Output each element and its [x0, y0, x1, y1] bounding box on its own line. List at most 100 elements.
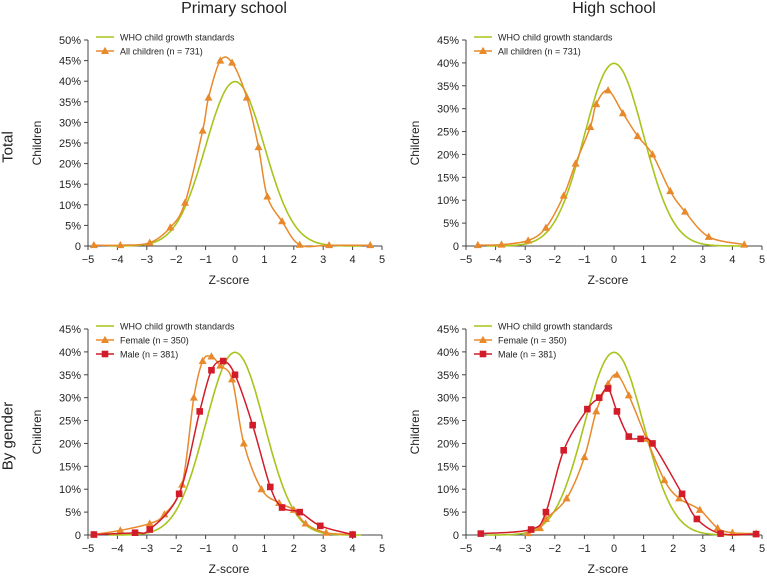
y-tick-label: 15%: [59, 179, 81, 191]
series-line-who: [486, 351, 742, 536]
data-point: [604, 86, 613, 94]
x-tick-label: −5: [82, 254, 95, 266]
data-point: [660, 475, 669, 484]
y-tick-label: 30%: [59, 393, 81, 405]
y-tick-label: 45%: [437, 324, 459, 336]
y-tick-label: 5%: [443, 507, 459, 519]
y-tick-label: 15%: [437, 172, 459, 184]
data-point: [562, 494, 571, 502]
data-point: [216, 56, 225, 64]
data-point: [204, 93, 213, 101]
data-point: [242, 93, 251, 101]
data-point: [625, 433, 633, 440]
data-point: [278, 504, 286, 511]
data-point: [571, 159, 580, 167]
y-tick-label: 15%: [437, 461, 459, 473]
data-point: [752, 530, 760, 538]
data-point: [349, 531, 356, 538]
data-point: [146, 526, 154, 533]
y-tick-label: 5%: [443, 218, 459, 230]
data-point: [219, 357, 227, 365]
x-tick-label: 5: [379, 254, 385, 266]
data-point: [275, 498, 284, 506]
y-tick-label: 0: [453, 530, 459, 542]
data-point: [595, 394, 603, 401]
data-point: [559, 191, 568, 199]
y-tick-label: 0: [75, 530, 81, 542]
x-tick-label: 2: [670, 543, 676, 555]
x-tick-label: 3: [700, 543, 706, 555]
y-tick-label: 40%: [59, 76, 81, 88]
x-tick-label: 3: [320, 543, 326, 555]
data-point: [228, 58, 237, 66]
x-tick-label: 4: [729, 254, 735, 266]
data-point: [633, 131, 642, 140]
y-tick-label: 15%: [59, 461, 81, 473]
x-tick-label: 0: [232, 254, 238, 266]
data-point: [160, 510, 169, 518]
data-point: [713, 523, 722, 532]
x-tick-label: −3: [519, 543, 532, 555]
y-tick-label: 50%: [59, 35, 81, 47]
x-tick-label: −2: [549, 254, 562, 266]
y-tick-label: 20%: [59, 438, 81, 450]
y-tick-label: 40%: [437, 58, 459, 70]
x-tick-label: −1: [199, 254, 212, 266]
x-tick-label: −4: [489, 543, 502, 555]
chart-panel: −5 −4 −3 −2 −1 0 1 2 3 4 5 0 5% 10% 15% 20% 25% 30% 35% 40%…: [30, 322, 385, 577]
x-tick-label: −1: [578, 254, 591, 266]
legend-marker: [101, 350, 109, 358]
x-tick-label: 2: [670, 254, 676, 266]
y-tick-label: 40%: [437, 347, 459, 359]
data-point: [649, 440, 656, 447]
series-line-female: [527, 373, 757, 535]
data-point: [637, 435, 644, 443]
y-tick-label: 10%: [437, 195, 459, 207]
data-point: [266, 483, 274, 491]
data-point: [249, 421, 256, 429]
data-point: [542, 508, 550, 516]
data-point: [613, 408, 621, 415]
series-line-who: [108, 351, 362, 536]
y-tick-label: 35%: [437, 81, 459, 93]
legend-marker: [101, 46, 109, 54]
legend-label: Male (n = 381): [120, 350, 178, 360]
y-tick-label: 30%: [59, 117, 81, 129]
data-point: [208, 366, 215, 374]
data-point: [166, 223, 175, 231]
x-tick-label: −2: [170, 543, 183, 555]
x-axis-label: Z-score: [588, 273, 629, 287]
chart-panel: −5 −4 −3 −2 −1 0 1 2 3 4 5 0 5% 10% 15% 20% 25% 30% 35% 40%…: [408, 322, 765, 577]
y-tick-label: 0: [75, 241, 81, 253]
y-tick-label: 5%: [65, 220, 81, 232]
data-point: [175, 490, 183, 498]
data-point: [693, 515, 701, 523]
x-tick-label: 1: [641, 543, 647, 555]
column-title-high-school: High school: [572, 0, 656, 17]
x-tick-label: 0: [232, 543, 238, 555]
legend-marker: [479, 350, 487, 358]
x-tick-label: −1: [578, 543, 591, 555]
y-tick-label: 30%: [437, 393, 459, 405]
data-point: [189, 393, 198, 401]
data-point: [473, 240, 482, 249]
chart-panel: −5 −4 −3 −2 −1 0 1 2 3 4 5 0 5% 10% 15% 20% 25% 30% 35% 40%…: [30, 33, 385, 288]
chart-panel: −5 −4 −3 −2 −1 0 1 2 3 4 5 0 5% 10% 15% 20% 25% 30% 35% 40%…: [408, 33, 765, 288]
x-tick-label: 2: [291, 254, 297, 266]
legend-label: Female (n = 350): [498, 336, 567, 346]
legend-label: Female (n = 350): [120, 336, 189, 346]
data-point: [263, 192, 272, 200]
data-point: [301, 519, 310, 527]
data-point: [618, 109, 627, 117]
column-title-primary-school: Primary school: [181, 0, 287, 17]
data-point: [695, 505, 704, 513]
data-point: [116, 240, 125, 249]
data-point: [278, 217, 287, 225]
data-point: [604, 379, 613, 387]
legend-marker: [479, 46, 487, 54]
y-tick-label: 20%: [437, 438, 459, 450]
data-point: [145, 519, 154, 527]
legend-label: Male (n = 381): [498, 350, 556, 360]
legend-label: WHO child growth standards: [498, 322, 613, 332]
y-tick-label: 25%: [59, 416, 81, 428]
